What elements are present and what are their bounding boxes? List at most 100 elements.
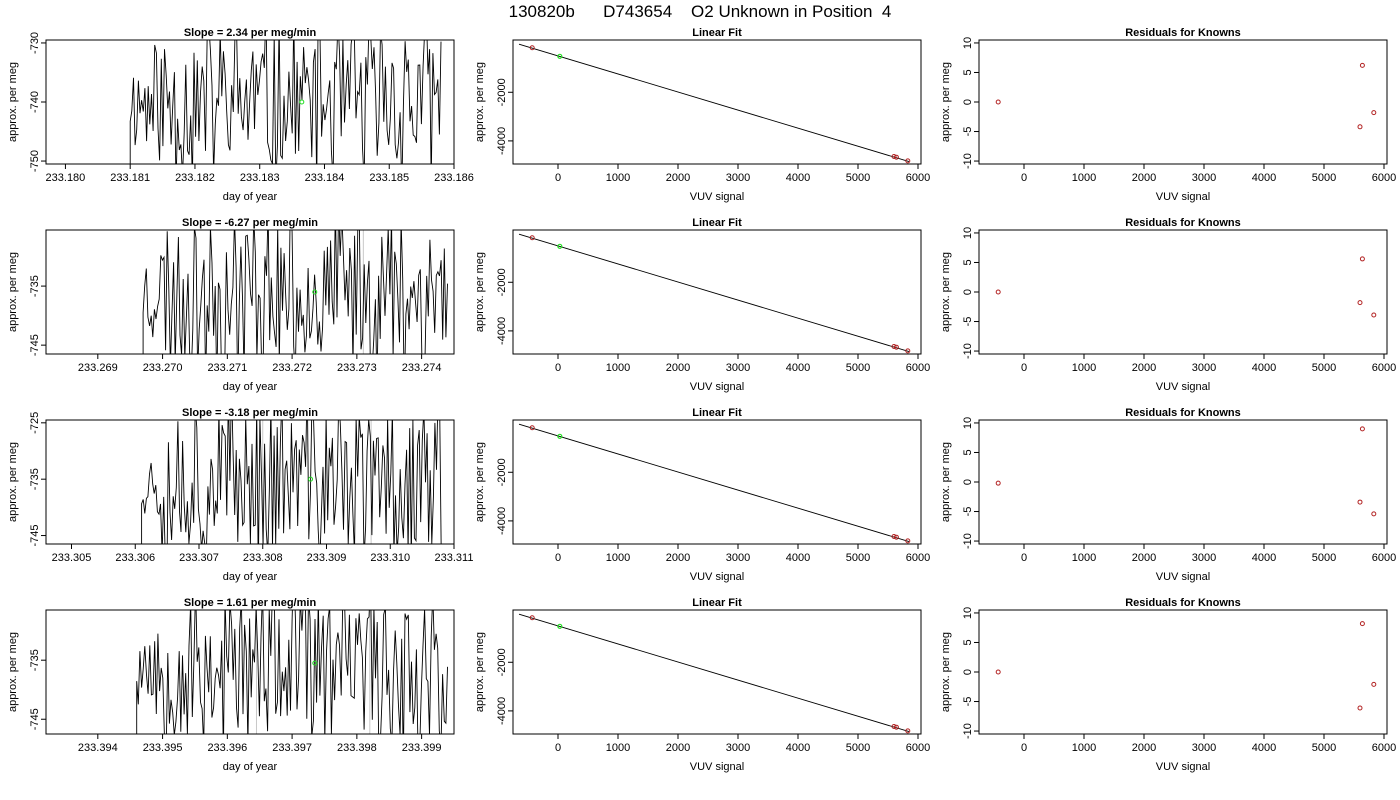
plot-frame (512, 419, 922, 545)
y-tick-label: 0 (962, 289, 974, 295)
x-tick-label: 233.398 (337, 742, 377, 754)
y-tick-label: -4000 (496, 127, 508, 155)
x-tick-label: 233.184 (305, 172, 345, 184)
y-tick-label: -5 (962, 697, 974, 707)
panel-title: Residuals for Knowns (1125, 597, 1241, 609)
x-tick-label: 233.181 (110, 172, 150, 184)
plot-frame (45, 229, 455, 355)
plot-frame (978, 609, 1388, 735)
known-point (1371, 511, 1377, 517)
x-tick-label: 3000 (726, 362, 750, 374)
y-tick-label: -10 (962, 343, 974, 359)
unknown-point (557, 243, 563, 249)
x-tick-label: 6000 (1372, 172, 1396, 184)
x-axis-label: VUV signal (1156, 381, 1210, 393)
panel-title: Linear Fit (692, 27, 742, 39)
x-tick-label: 3000 (726, 742, 750, 754)
unknown-marker (312, 289, 318, 295)
y-axis-label: approx. per meg (940, 252, 952, 332)
y-tick-label: 5 (962, 449, 974, 455)
x-axis-label: day of year (223, 571, 278, 583)
known-point (529, 235, 535, 241)
x-tick-label: 233.186 (434, 172, 474, 184)
panel-r2c3: Residuals for Knowns 0 1000 2000 3000 4000 500… (940, 217, 1396, 393)
x-axis-label: day of year (223, 381, 278, 393)
x-tick-label: 3000 (1192, 362, 1216, 374)
plot-frame (512, 229, 922, 355)
y-axis-label: approx. per meg (474, 632, 486, 712)
x-tick-label: 3000 (1192, 742, 1216, 754)
plot-frame (45, 609, 455, 735)
x-tick-label: 6000 (1372, 742, 1396, 754)
plot-area (518, 43, 911, 164)
known-point (905, 538, 911, 544)
x-tick-label: 233.310 (370, 552, 410, 564)
x-tick-label: 233.185 (369, 172, 409, 184)
plot-frame (45, 419, 455, 545)
y-tick-label: -10 (962, 533, 974, 549)
panel-r3c1: Slope = -3.18 per meg/min 233.305 233.306 2… (7, 407, 473, 583)
y-axis-label: approx. per meg (940, 62, 952, 142)
x-tick-label: 5000 (846, 742, 870, 754)
x-tick-label: 233.183 (240, 172, 280, 184)
x-axis-label: VUV signal (690, 381, 744, 393)
x-tick-label: 233.274 (402, 362, 442, 374)
x-tick-label: 2000 (1132, 172, 1156, 184)
unknown-marker (312, 660, 318, 666)
x-tick-label: 6000 (906, 172, 930, 184)
known-point (1357, 705, 1363, 711)
y-tick-label: -5 (962, 127, 974, 137)
known-point (995, 99, 1001, 105)
panel-title: Residuals for Knowns (1125, 27, 1241, 39)
y-axis-label: approx. per meg (940, 442, 952, 522)
x-tick-label: 233.180 (46, 172, 86, 184)
series-trace (142, 230, 448, 354)
y-axis-label: approx. per meg (940, 632, 952, 712)
x-tick-label: 4000 (786, 172, 810, 184)
known-point (1371, 681, 1377, 687)
panel-r4c3: Residuals for Knowns 0 1000 2000 3000 4000 500… (940, 597, 1396, 773)
plot-frame (512, 609, 922, 735)
x-tick-label: 0 (555, 742, 561, 754)
x-tick-label: 2000 (666, 362, 690, 374)
x-tick-label: 233.182 (175, 172, 215, 184)
x-tick-label: 233.273 (337, 362, 377, 374)
x-tick-label: 4000 (1252, 552, 1276, 564)
x-tick-label: 6000 (906, 742, 930, 754)
known-point (995, 480, 1001, 486)
panel-r2c2: Linear Fit 0 1000 2000 3000 4000 5000 6000 -2000… (474, 217, 930, 393)
panel-title: Linear Fit (692, 217, 742, 229)
x-tick-label: 5000 (846, 552, 870, 564)
x-axis-label: VUV signal (690, 571, 744, 583)
y-axis-label: approx. per meg (7, 252, 19, 332)
unknown-point (557, 433, 563, 439)
y-tick-label: 0 (962, 669, 974, 675)
y-tick-label: -745 (29, 525, 41, 547)
series-trace (129, 40, 442, 164)
known-point (893, 534, 899, 540)
fit-line (518, 233, 910, 352)
series-trace (136, 610, 448, 734)
y-tick-label: 5 (962, 639, 974, 645)
panel-r2c1: Slope = -6.27 per meg/min 233.269 233.270 2… (7, 217, 455, 393)
known-point (893, 154, 899, 160)
known-point (529, 425, 535, 431)
known-point (893, 724, 899, 730)
known-point (529, 45, 535, 51)
x-tick-label: 0 (555, 172, 561, 184)
x-axis-label: VUV signal (1156, 571, 1210, 583)
known-point (905, 348, 911, 354)
y-tick-label: -750 (29, 150, 41, 172)
known-point (995, 289, 1001, 295)
known-point (1359, 621, 1365, 627)
y-tick-label: 5 (962, 69, 974, 75)
x-tick-label: 233.269 (78, 362, 118, 374)
y-tick-label: -4000 (496, 507, 508, 535)
y-tick-label: -745 (29, 334, 41, 356)
x-tick-label: 0 (555, 362, 561, 374)
panel-title: Linear Fit (692, 597, 742, 609)
x-tick-label: 5000 (1312, 742, 1336, 754)
x-tick-label: 0 (1021, 552, 1027, 564)
x-axis-label: VUV signal (690, 761, 744, 773)
